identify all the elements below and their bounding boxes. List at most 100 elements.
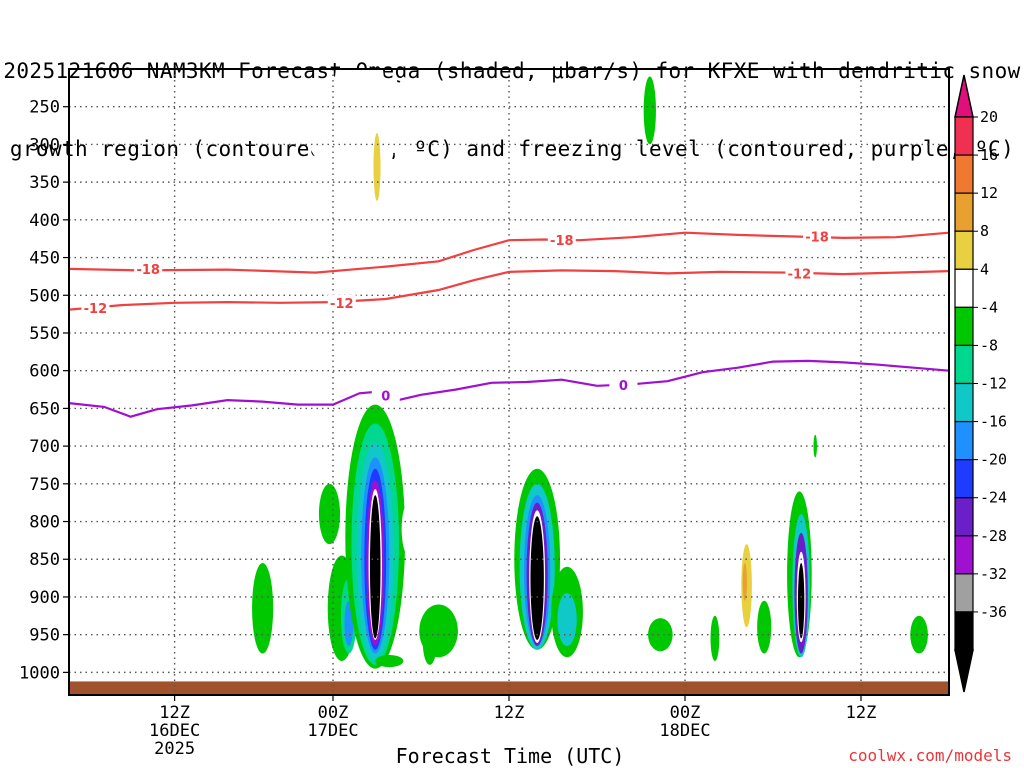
colorbar-label--12: -12 xyxy=(980,375,1007,393)
omega-area-51 xyxy=(815,544,823,590)
y-tick-label-250: 250 xyxy=(29,98,60,118)
contour-label-0-1: 0 xyxy=(619,379,628,394)
omega-area-26 xyxy=(419,604,458,658)
colorbar-swatch--36 xyxy=(954,611,974,651)
contour-labels: -18 -18 -18 -12 -12 -12 0 0 xyxy=(81,228,831,405)
omega-area-2 xyxy=(214,619,224,658)
y-tick-label-950: 950 xyxy=(29,626,60,646)
terrain-strip xyxy=(69,681,949,695)
x-tick-label-31-0: 12Z xyxy=(494,703,525,723)
omega-area-40 xyxy=(710,615,720,662)
colorbar-label--20: -20 xyxy=(980,451,1007,469)
contour-label-bg xyxy=(371,387,400,404)
omega-area-43 xyxy=(742,563,747,601)
contour-label-0-0: 0 xyxy=(381,390,390,405)
colorbar-label-12: 12 xyxy=(980,184,998,202)
x-tick-label-41-0: 00Z xyxy=(670,703,701,723)
omega-area-37 xyxy=(648,618,673,652)
colorbar-swatch--8 xyxy=(954,344,974,385)
colorbar-swatch-16 xyxy=(954,154,974,194)
colorbar-label--28: -28 xyxy=(980,527,1007,545)
contour-label-bg xyxy=(81,300,110,317)
x-tick-label-12-1: 16DEC xyxy=(149,721,200,741)
contour-label--12-1: -12 xyxy=(330,297,354,312)
colorbar-label--32: -32 xyxy=(980,565,1007,583)
contour-label--18-0: -18 xyxy=(136,263,160,278)
omega-shading xyxy=(69,69,949,695)
colorbar-swatch--16 xyxy=(954,420,974,461)
x-tick-label-12-0: 12Z xyxy=(159,703,190,723)
contour-label--12-2: -12 xyxy=(788,267,812,282)
colorbar-label--24: -24 xyxy=(980,489,1007,507)
y-tick-label-900: 900 xyxy=(29,588,60,608)
y-tick-label-700: 700 xyxy=(29,437,60,457)
colorbar: 20 16 12 8 4 -4 -8 -12 -16 -20 -24 -28 -32 -36 xyxy=(954,74,1007,693)
y-tick-label-800: 800 xyxy=(29,513,60,533)
x-tick-label-51-0: 12Z xyxy=(846,703,877,723)
omega-area-53 xyxy=(643,76,656,145)
omega-area-1 xyxy=(74,559,170,605)
omega-area-34 xyxy=(530,516,544,640)
colorbar-swatch-8 xyxy=(954,230,974,270)
omega-area-22 xyxy=(369,495,381,639)
contour-label-bg xyxy=(327,294,356,311)
x-axis-label: Forecast Time (UTC) xyxy=(395,744,625,768)
colorbar-swatch-4 xyxy=(954,268,974,308)
colorbar-label--16: -16 xyxy=(980,413,1007,431)
contour-label--18-1: -18 xyxy=(550,234,574,249)
colorbar-label--4: -4 xyxy=(980,298,998,316)
colorbar-swatch-12 xyxy=(954,192,974,232)
colorbar-swatch--20 xyxy=(954,459,974,499)
x-tick-label-12-2: 2025 xyxy=(154,739,195,759)
contour-label-bg xyxy=(803,228,831,245)
chart-title: 2025121606 NAM3KM Forecast Omega (shaded… xyxy=(0,6,1024,188)
contour-label-bg xyxy=(134,260,163,277)
colorbar-swatch-20 xyxy=(954,116,974,156)
x-tick-label-41-1: 18DEC xyxy=(659,721,710,741)
colorbar-swatch--4 xyxy=(954,306,974,347)
colorbar-label--36: -36 xyxy=(980,603,1007,621)
y-tick-label-400: 400 xyxy=(29,211,60,231)
omega-area-52 xyxy=(813,434,817,458)
y-tick-label-550: 550 xyxy=(29,324,60,344)
y-tick-label-450: 450 xyxy=(29,249,60,269)
y-tick-label-750: 750 xyxy=(29,475,60,495)
contour-label-bg xyxy=(547,232,576,249)
colorbar-label-8: 8 xyxy=(980,222,989,240)
contour-label--18-2: -18 xyxy=(805,230,829,245)
y-axis: 250 300 350 400 450 500 550 600 650 700 750 800 850 9… xyxy=(19,98,69,683)
y-tick-label-350: 350 xyxy=(29,173,60,193)
omega-area-4 xyxy=(318,483,341,545)
omega-area-10 xyxy=(394,76,413,213)
omega-area-38 xyxy=(683,502,694,556)
omega-area-3 xyxy=(252,563,274,654)
x-tick-label-21-0: 00Z xyxy=(318,703,349,723)
contour-label-bg xyxy=(609,377,638,394)
contour-label-bg xyxy=(785,265,814,282)
omega-area-50 xyxy=(797,563,805,639)
omega-area-27 xyxy=(515,619,521,658)
omega-area-11 xyxy=(375,69,379,92)
y-tick-label-850: 850 xyxy=(29,550,60,570)
omega-area-45 xyxy=(772,623,781,654)
y-tick-label-1000: 1000 xyxy=(19,663,60,683)
credit-link[interactable]: coolwx.com/models xyxy=(848,746,1012,765)
omega-area-24 xyxy=(401,502,416,556)
omega-area-9 xyxy=(373,133,381,201)
colorbar-arrow-bottom xyxy=(954,649,974,693)
colorbar-swatch--32 xyxy=(954,573,974,613)
y-tick-label-500: 500 xyxy=(29,286,60,306)
omega-area-54 xyxy=(910,615,928,654)
omega-area-23 xyxy=(375,655,404,668)
colorbar-swatch--28 xyxy=(954,535,974,575)
colorbar-swatch--12 xyxy=(954,382,974,423)
omega-area-36 xyxy=(557,593,577,646)
grid xyxy=(69,69,949,695)
x-tick-label-21-1: 17DEC xyxy=(307,721,358,741)
colorbar-label--8: -8 xyxy=(980,336,998,354)
omega-area-28 xyxy=(528,204,546,447)
colorbar-label-4: 4 xyxy=(980,260,989,278)
colorbar-arrow-top xyxy=(954,74,974,118)
